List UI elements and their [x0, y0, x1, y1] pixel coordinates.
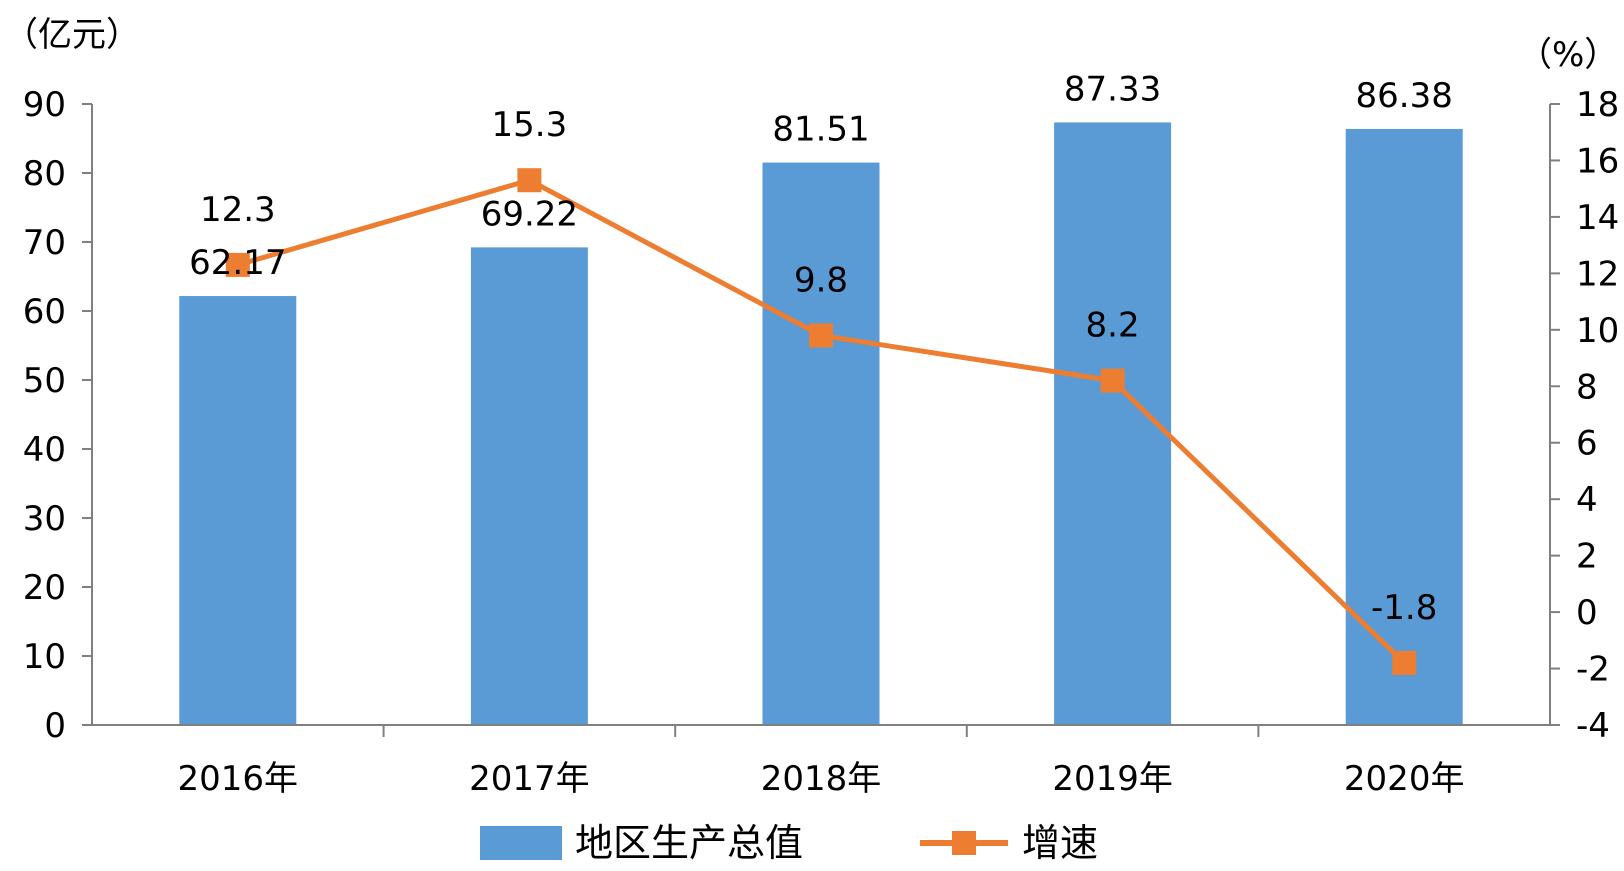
bar-value-label: 87.33 [1064, 69, 1161, 109]
right-tick-label: -4 [1576, 706, 1610, 746]
left-tick-label: 10 [23, 637, 66, 677]
left-tick-label: 40 [23, 430, 66, 470]
growth-value-label: 15.3 [492, 105, 568, 145]
growth-value-label: -1.8 [1371, 588, 1437, 628]
left-tick-label: 70 [23, 223, 66, 263]
x-tick-label: 2018年 [761, 759, 882, 799]
right-tick-label: 2 [1576, 537, 1598, 577]
right-tick-label: 6 [1576, 424, 1598, 464]
growth-value-label: 9.8 [794, 260, 848, 300]
left-tick-label: 50 [23, 361, 66, 401]
left-axis-unit-label: （亿元） [4, 15, 140, 55]
legend-swatch-growth-marker [952, 831, 976, 855]
bar-2 [762, 162, 880, 725]
legend-label-growth: 增速 [1022, 821, 1098, 865]
right-axis-unit-label: （%） [1518, 35, 1618, 75]
axes-group: 0 10 20 30 40 50 60 70 80 90 -4 -2 0 2 4 6 8 10 12 14 16 18 20… [23, 85, 1620, 799]
x-tick-label: 2016年 [178, 759, 299, 799]
growth-marker-2 [809, 323, 833, 348]
right-tick-label: 18 [1576, 85, 1619, 125]
left-tick-label: 60 [23, 292, 66, 332]
right-tick-label: 10 [1576, 311, 1619, 351]
growth-marker-4 [1392, 650, 1417, 675]
x-tick-label: 2017年 [469, 759, 590, 799]
legend: 地区生产总值 增速 [480, 821, 1098, 865]
left-tick-label: 20 [23, 568, 66, 608]
bar-1 [470, 247, 588, 725]
bar-value-label: 62.17 [189, 243, 286, 283]
data-labels-group: 62.17 69.22 81.51 87.33 86.38 12.3 15.3 9.8 8.2 -… [189, 69, 1453, 627]
legend-swatch-gdp [480, 826, 562, 860]
right-tick-label: 0 [1576, 593, 1598, 633]
right-tick-label: 12 [1576, 254, 1619, 294]
growth-value-label: 8.2 [1086, 306, 1140, 346]
right-tick-label: 8 [1576, 367, 1598, 407]
growth-marker-1 [517, 168, 542, 193]
right-tick-label: 16 [1576, 141, 1619, 181]
x-tick-label: 2019年 [1052, 759, 1173, 799]
bar-value-label: 86.38 [1356, 76, 1453, 116]
bar-value-label: 69.22 [481, 194, 578, 234]
growth-marker-0 [225, 252, 250, 277]
right-tick-label: 4 [1576, 480, 1598, 520]
left-tick-label: 80 [23, 154, 66, 194]
line-series-group [225, 168, 1417, 675]
left-tick-label: 0 [44, 706, 66, 746]
growth-value-label: 12.3 [200, 190, 276, 230]
left-tick-label: 90 [23, 85, 66, 125]
bar-3 [1054, 122, 1172, 726]
bar-4 [1345, 128, 1463, 725]
x-tick-label: 2020年 [1344, 759, 1465, 799]
bar-series-group [179, 122, 1463, 726]
growth-marker-3 [1100, 368, 1125, 393]
right-tick-label: 14 [1576, 198, 1619, 238]
left-tick-label: 30 [23, 499, 66, 539]
bar-0 [179, 296, 297, 725]
bar-value-label: 81.51 [772, 110, 869, 150]
right-tick-label: -2 [1576, 650, 1610, 690]
legend-label-gdp: 地区生产总值 [575, 821, 803, 865]
